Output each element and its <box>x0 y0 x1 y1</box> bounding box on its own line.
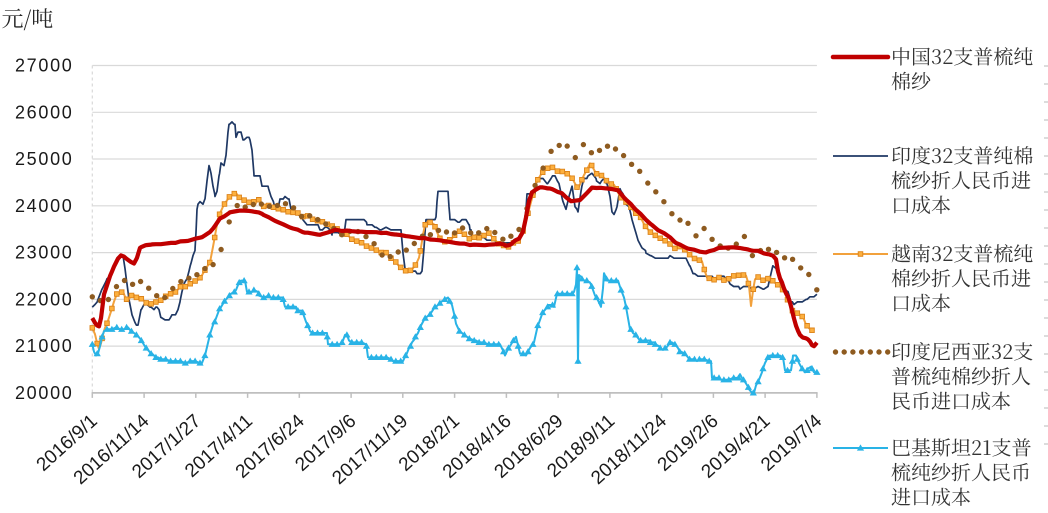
svg-text:22000: 22000 <box>15 289 74 309</box>
svg-text:27000: 27000 <box>15 56 74 76</box>
svg-text:21000: 21000 <box>15 336 74 356</box>
svg-text:20000: 20000 <box>15 383 74 403</box>
svg-text:24000: 24000 <box>15 196 74 216</box>
svg-text:25000: 25000 <box>15 149 74 169</box>
svg-text:26000: 26000 <box>15 102 74 122</box>
svg-text:23000: 23000 <box>15 243 74 263</box>
